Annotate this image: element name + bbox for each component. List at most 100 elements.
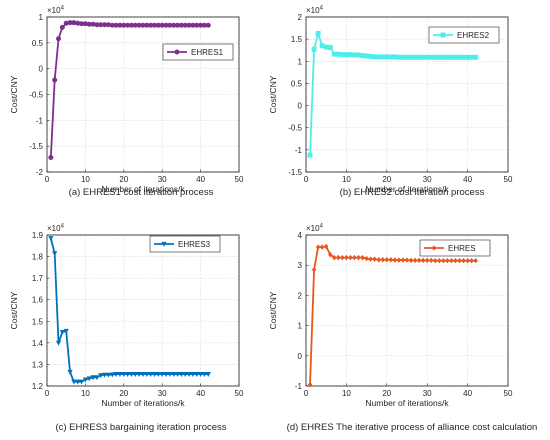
data-point bbox=[307, 152, 313, 158]
plot-frame bbox=[305, 16, 509, 173]
data-point bbox=[201, 372, 208, 377]
data-point bbox=[473, 257, 478, 264]
data-point bbox=[449, 257, 454, 264]
data-point bbox=[331, 51, 337, 57]
data-point bbox=[408, 257, 414, 264]
legend-box bbox=[149, 235, 221, 253]
x-tick-label: 50 bbox=[235, 175, 244, 184]
legend-label: EHRES3 bbox=[178, 240, 211, 249]
x-tick-label: 10 bbox=[81, 175, 90, 184]
y-tick-label: 3 bbox=[298, 261, 303, 270]
x-tick-label: 0 bbox=[45, 175, 50, 184]
data-point bbox=[56, 36, 62, 42]
data-point bbox=[151, 372, 158, 377]
data-point bbox=[400, 257, 406, 263]
data-point bbox=[376, 257, 381, 263]
data-point bbox=[198, 372, 204, 377]
y-tick-label: 1.9 bbox=[32, 231, 44, 240]
data-point bbox=[348, 254, 353, 261]
x-tick-label: 0 bbox=[45, 389, 50, 398]
x-tick-label: 0 bbox=[304, 175, 309, 184]
data-point bbox=[144, 372, 150, 377]
legend-box bbox=[162, 43, 234, 61]
legend: EHRES2 bbox=[428, 26, 500, 44]
y-multiplier-times: × bbox=[47, 224, 52, 233]
y-multiplier-exponent: 4 bbox=[61, 6, 65, 12]
y-tick-label: 1 bbox=[298, 322, 303, 331]
x-tick-label: 0 bbox=[304, 389, 309, 398]
data-point bbox=[335, 51, 341, 57]
data-point bbox=[416, 257, 422, 264]
data-point bbox=[469, 257, 474, 264]
data-point bbox=[315, 244, 321, 250]
figure-caption: (b) EHRES2 cost iteration process bbox=[340, 187, 485, 198]
data-point bbox=[352, 254, 357, 261]
data-point bbox=[159, 372, 165, 377]
data-point bbox=[315, 30, 321, 36]
data-point bbox=[448, 54, 454, 60]
data-point bbox=[372, 256, 377, 262]
y-multiplier-exponent: 4 bbox=[320, 6, 324, 12]
data-point bbox=[311, 267, 317, 273]
data-point bbox=[396, 54, 402, 60]
data-point bbox=[473, 54, 479, 60]
y-multiplier: ×104 bbox=[306, 6, 324, 16]
data-point bbox=[94, 375, 100, 381]
legend: EHRES3 bbox=[149, 235, 221, 253]
data-point bbox=[55, 340, 62, 346]
legend-box bbox=[419, 239, 491, 257]
data-point bbox=[352, 52, 357, 58]
x-tick-label: 50 bbox=[504, 389, 513, 398]
y-multiplier-base: 10 bbox=[311, 6, 320, 15]
data-point bbox=[392, 257, 398, 263]
y-multiplier: ×104 bbox=[306, 224, 324, 234]
legend: EHRES bbox=[419, 239, 491, 257]
data-point bbox=[136, 372, 142, 377]
data-point bbox=[368, 256, 373, 262]
x-tick-label: 50 bbox=[235, 389, 244, 398]
data-point bbox=[436, 54, 442, 60]
legend-box bbox=[428, 26, 500, 44]
y-multiplier-times: × bbox=[47, 6, 52, 15]
data-point bbox=[380, 54, 386, 60]
data-point bbox=[465, 257, 470, 264]
y-tick-label: 0.5 bbox=[32, 39, 44, 48]
data-point bbox=[412, 54, 418, 60]
legend-marker bbox=[431, 245, 437, 251]
y-tick-label: 0 bbox=[298, 352, 303, 361]
y-multiplier-times: × bbox=[306, 224, 311, 233]
y-tick-label: -1 bbox=[36, 116, 44, 125]
data-point bbox=[444, 54, 450, 60]
y-multiplier-exponent: 4 bbox=[61, 224, 65, 230]
data-point bbox=[90, 375, 96, 381]
data-point bbox=[59, 329, 65, 335]
data-point bbox=[78, 379, 85, 385]
data-point bbox=[52, 77, 58, 83]
x-tick-label: 10 bbox=[342, 389, 351, 398]
data-point bbox=[319, 244, 325, 250]
data-point bbox=[194, 372, 200, 377]
y-tick-label: 1 bbox=[39, 13, 44, 22]
data-point bbox=[347, 52, 353, 58]
data-point bbox=[155, 372, 161, 377]
y-tick-label: 1.7 bbox=[32, 274, 44, 283]
y-axis-label: Cost/CNY bbox=[9, 291, 19, 329]
data-point bbox=[412, 257, 418, 264]
data-point bbox=[384, 257, 390, 263]
y-multiplier: ×104 bbox=[47, 6, 65, 16]
data-point bbox=[140, 372, 146, 377]
y-tick-label: 1.5 bbox=[32, 317, 44, 326]
y-tick-label: 1 bbox=[298, 57, 303, 66]
data-point bbox=[364, 255, 369, 262]
data-point bbox=[465, 54, 471, 60]
data-point bbox=[440, 54, 446, 60]
plot-area bbox=[46, 234, 240, 387]
y-multiplier-base: 10 bbox=[311, 224, 320, 233]
data-point bbox=[384, 54, 390, 60]
x-axis-label: Number of iterations/k bbox=[365, 398, 449, 408]
data-point bbox=[117, 372, 123, 377]
y-multiplier-exponent: 4 bbox=[320, 224, 324, 230]
x-tick-label: 40 bbox=[196, 389, 205, 398]
